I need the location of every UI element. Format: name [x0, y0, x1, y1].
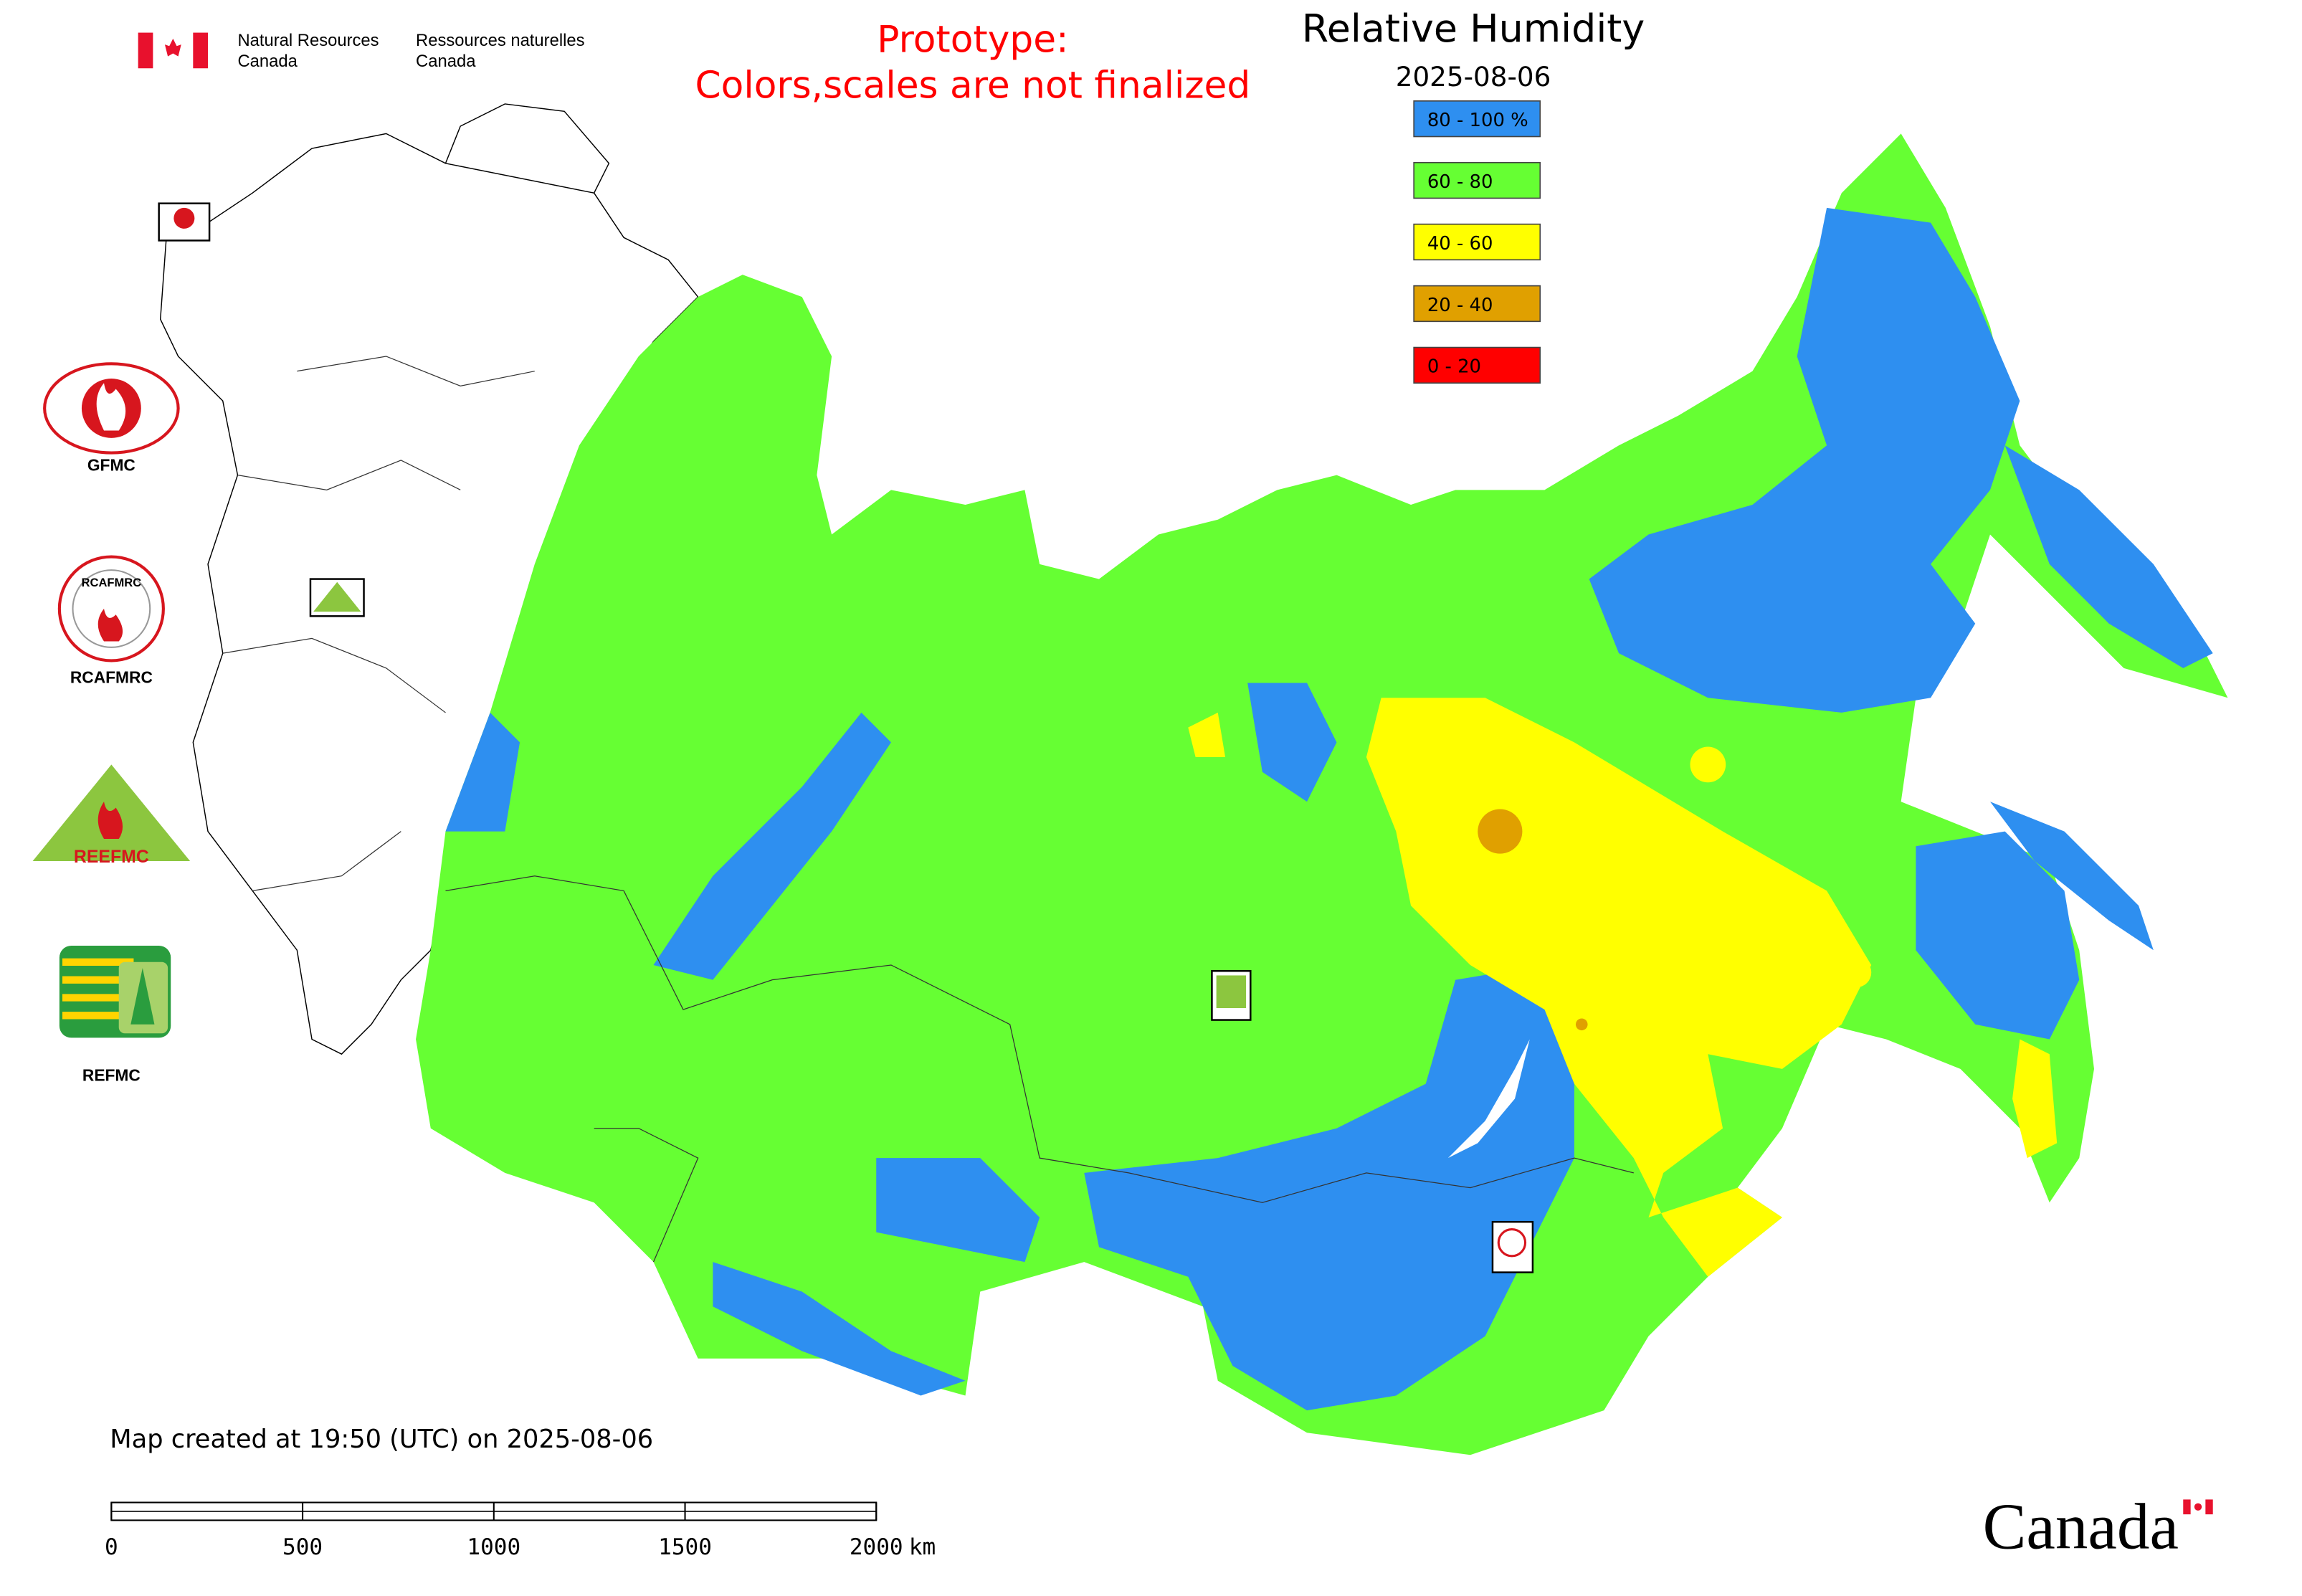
scale-label: 1500: [658, 1534, 712, 1560]
map-markers: [158, 202, 1534, 1273]
lake-baikal: [1447, 1039, 1530, 1159]
legend-swatch: [1413, 285, 1541, 323]
prototype-notice: Colors,scales are not finalized: [695, 65, 1251, 108]
map-title: Relative Humidity: [1302, 6, 1645, 51]
legend-label: 80 - 100 %: [1427, 110, 1528, 131]
logo-label: RCAFMRC: [70, 668, 153, 687]
legend-label: 60 - 80: [1427, 171, 1493, 193]
gfmc-logo: GFMC: [43, 362, 180, 474]
legend: 80 - 100 % 60 - 80 40 - 60 20 - 40 0 - 20: [1413, 100, 1541, 384]
flag-bar: [138, 32, 153, 69]
refmc-logo: REFMC: [59, 946, 171, 1084]
scale-bar: 0 500 1000 1500 2000 km: [105, 1501, 936, 1560]
scale-label: 0: [105, 1534, 118, 1560]
flag-bar: [2183, 1499, 2191, 1515]
rcafmrc-logo: RCAFMRC RCAFMRC: [57, 555, 165, 687]
canada-wordmark: Canada: [1983, 1491, 2213, 1563]
maple-leaf: [164, 38, 181, 57]
scale-unit: km: [909, 1534, 936, 1560]
legend-label: 40 - 60: [1427, 233, 1493, 255]
prototype-notice: Prototype:: [877, 18, 1068, 61]
map-created: Map created at 19:50 (UTC) on 2025-08-06: [110, 1425, 653, 1454]
legend-swatch: [1413, 100, 1541, 138]
legend-swatch: [1413, 161, 1541, 199]
legend-swatch: [1413, 223, 1541, 261]
landmass: [416, 133, 2228, 1455]
scale-label: 500: [282, 1534, 323, 1560]
logo-badge-text: RCAFMRC: [82, 576, 142, 589]
legend-swatch: [1413, 346, 1541, 384]
logo-label: REFMC: [82, 1065, 141, 1084]
flag-bar: [2205, 1499, 2213, 1515]
agency-en: Natural Resources: [237, 31, 379, 50]
legend-label: 0 - 20: [1427, 356, 1481, 378]
wordmark: Canada: [1983, 1491, 2179, 1563]
flag-bar: [193, 32, 209, 69]
europe-outline: [159, 103, 699, 1055]
agency-en: Canada: [237, 52, 298, 71]
logo-label: GFMC: [87, 455, 135, 474]
scale-label: 2000: [850, 1534, 903, 1560]
logos: GFMC RCAFMRC RCAFMRC REEFMC REFMC: [32, 202, 1534, 1273]
maple-leaf: [2194, 1503, 2202, 1511]
scale-label: 1000: [467, 1534, 520, 1560]
reefmc-logo: REEFMC: [32, 764, 191, 867]
logo-badge-text: REEFMC: [74, 847, 149, 867]
humidity-field: [416, 133, 2228, 1455]
agency-fr: Canada: [416, 52, 476, 71]
header: Natural Resources Canada Ressources natu…: [138, 6, 1645, 108]
legend-label: 20 - 40: [1427, 295, 1493, 316]
map-date: 2025-08-06: [1396, 61, 1551, 92]
agency-fr: Ressources naturelles: [416, 31, 585, 50]
